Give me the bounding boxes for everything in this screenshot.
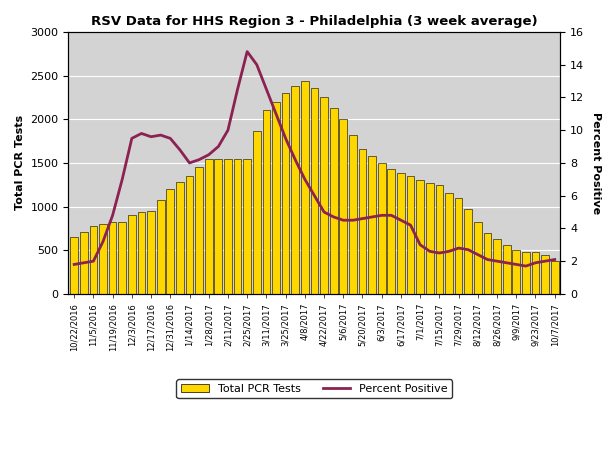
- Bar: [70, 237, 78, 294]
- Bar: [503, 245, 511, 294]
- Bar: [224, 158, 232, 294]
- Bar: [474, 222, 482, 294]
- Bar: [272, 102, 280, 294]
- Bar: [291, 86, 299, 294]
- Y-axis label: Total PCR Tests: Total PCR Tests: [15, 116, 25, 211]
- Bar: [185, 176, 193, 294]
- Bar: [109, 222, 116, 294]
- Bar: [205, 159, 213, 294]
- Y-axis label: Percent Positive: Percent Positive: [591, 112, 601, 214]
- Bar: [301, 81, 309, 294]
- Bar: [416, 180, 424, 294]
- Bar: [493, 239, 501, 294]
- Bar: [532, 252, 540, 294]
- Bar: [378, 163, 386, 294]
- Bar: [407, 176, 415, 294]
- Bar: [513, 250, 520, 294]
- Bar: [436, 185, 444, 294]
- Bar: [233, 159, 241, 294]
- Bar: [157, 200, 164, 294]
- Bar: [89, 226, 97, 294]
- Bar: [253, 131, 261, 294]
- Bar: [166, 189, 174, 294]
- Bar: [484, 233, 492, 294]
- Bar: [445, 193, 453, 294]
- Bar: [195, 167, 203, 294]
- Bar: [282, 93, 290, 294]
- Bar: [397, 172, 405, 294]
- Bar: [176, 182, 184, 294]
- Bar: [147, 211, 155, 294]
- Bar: [359, 149, 367, 294]
- Bar: [339, 119, 347, 294]
- Bar: [310, 88, 318, 294]
- Bar: [262, 109, 270, 294]
- Bar: [541, 255, 549, 294]
- Bar: [464, 209, 472, 294]
- Bar: [522, 252, 530, 294]
- Bar: [455, 198, 463, 294]
- Bar: [426, 183, 434, 294]
- Bar: [128, 215, 136, 294]
- Legend: Total PCR Tests, Percent Positive: Total PCR Tests, Percent Positive: [176, 379, 452, 398]
- Bar: [368, 156, 376, 294]
- Bar: [99, 224, 107, 294]
- Bar: [320, 97, 328, 294]
- Bar: [330, 108, 338, 294]
- Bar: [243, 159, 251, 294]
- Bar: [137, 212, 145, 294]
- Bar: [80, 232, 87, 294]
- Title: RSV Data for HHS Region 3 - Philadelphia (3 week average): RSV Data for HHS Region 3 - Philadelphia…: [91, 15, 538, 28]
- Bar: [118, 222, 126, 294]
- Bar: [214, 158, 222, 294]
- Bar: [387, 169, 395, 294]
- Bar: [349, 135, 357, 294]
- Bar: [551, 261, 559, 294]
